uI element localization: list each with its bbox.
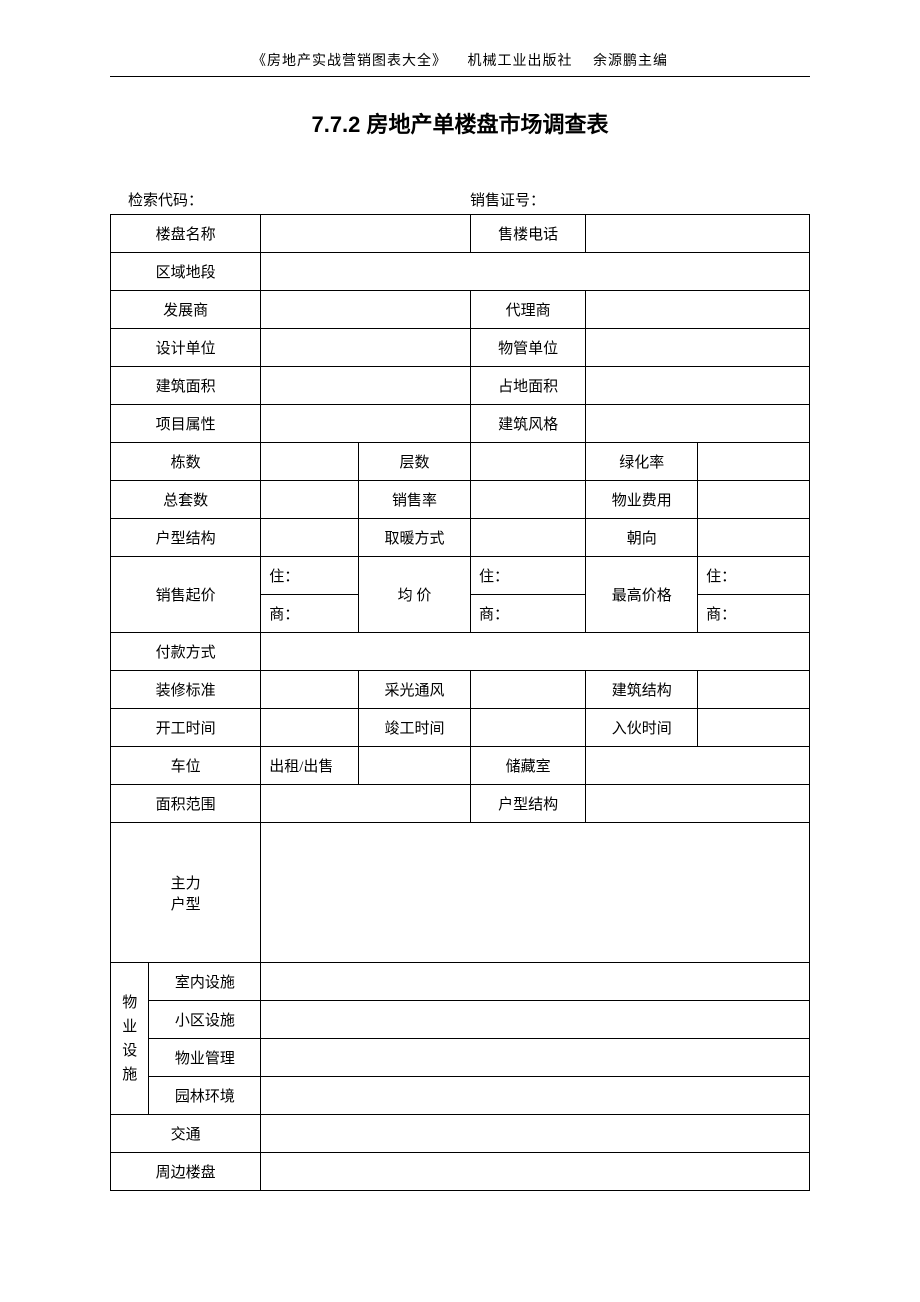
value-building-area <box>261 367 471 405</box>
value-start-price-res: 住： <box>261 557 359 595</box>
value-build-structure <box>698 671 810 709</box>
value-prop-mgmt-unit <box>586 329 810 367</box>
value-community <box>261 1001 810 1039</box>
value-agent <box>586 291 810 329</box>
label-green-ratio: 绿化率 <box>586 443 698 481</box>
publisher: 机械工业出版社 <box>468 54 573 69</box>
book-title: 《房地产实战营销图表大全》 <box>252 54 447 69</box>
value-garden <box>261 1077 810 1115</box>
value-decoration <box>261 671 359 709</box>
value-max-price-res: 住： <box>698 557 810 595</box>
value-unit-structure <box>261 519 359 557</box>
value-avg-price-res: 住： <box>470 557 585 595</box>
label-design-unit: 设计单位 <box>111 329 261 367</box>
label-community: 小区设施 <box>149 1001 261 1039</box>
value-total-units <box>261 481 359 519</box>
label-property-name: 楼盘名称 <box>111 215 261 253</box>
label-project-attr: 项目属性 <box>111 405 261 443</box>
value-start-time <box>261 709 359 747</box>
retrieval-code-label: 检索代码： <box>110 189 460 210</box>
value-property-fee <box>698 481 810 519</box>
label-sales-phone: 售楼电话 <box>470 215 585 253</box>
page-title: 7.7.2 房地产单楼盘市场调查表 <box>110 107 810 139</box>
label-property-fee: 物业费用 <box>586 481 698 519</box>
label-heating: 取暖方式 <box>359 519 471 557</box>
value-buildings <box>261 443 359 481</box>
label-main-unit: 主力 户型 <box>111 823 261 963</box>
label-garden: 园林环境 <box>149 1077 261 1115</box>
value-prop-mgmt <box>261 1039 810 1077</box>
label-agent: 代理商 <box>470 291 585 329</box>
value-lighting <box>470 671 585 709</box>
main-unit-line2: 户型 <box>119 893 252 914</box>
label-avg-price: 均 价 <box>359 557 471 633</box>
value-project-attr <box>261 405 471 443</box>
label-area-section: 区域地段 <box>111 253 261 291</box>
value-design-unit <box>261 329 471 367</box>
value-main-unit <box>261 823 810 963</box>
value-complete-time <box>470 709 585 747</box>
value-developer <box>261 291 471 329</box>
value-sales-phone <box>586 215 810 253</box>
value-sales-rate <box>470 481 585 519</box>
value-orientation <box>698 519 810 557</box>
label-floors: 层数 <box>359 443 471 481</box>
value-max-price-com: 商： <box>698 595 810 633</box>
value-storage <box>586 747 810 785</box>
label-traffic: 交通 <box>111 1115 261 1153</box>
value-movein-time <box>698 709 810 747</box>
value-floors <box>470 443 585 481</box>
label-building-area: 建筑面积 <box>111 367 261 405</box>
value-unit-structure2 <box>586 785 810 823</box>
survey-table: 楼盘名称 售楼电话 区域地段 发展商 代理商 设计单位 物管单位 建筑面积 占地… <box>110 214 810 1191</box>
value-traffic <box>261 1115 810 1153</box>
label-total-units: 总套数 <box>111 481 261 519</box>
label-movein-time: 入伙时间 <box>586 709 698 747</box>
top-labels: 检索代码： 销售证号： <box>110 189 810 210</box>
label-land-area: 占地面积 <box>470 367 585 405</box>
label-area-range: 面积范围 <box>111 785 261 823</box>
value-heating <box>470 519 585 557</box>
label-unit-structure2: 户型结构 <box>470 785 585 823</box>
value-avg-price-com: 商： <box>470 595 585 633</box>
value-payment <box>261 633 810 671</box>
value-area-section <box>261 253 810 291</box>
value-indoor <box>261 963 810 1001</box>
label-facilities: 物业设施 <box>111 963 149 1115</box>
label-nearby: 周边楼盘 <box>111 1153 261 1191</box>
label-indoor: 室内设施 <box>149 963 261 1001</box>
value-area-range <box>261 785 471 823</box>
label-payment: 付款方式 <box>111 633 261 671</box>
value-nearby <box>261 1153 810 1191</box>
label-developer: 发展商 <box>111 291 261 329</box>
value-land-area <box>586 367 810 405</box>
value-green-ratio <box>698 443 810 481</box>
document-header: 《房地产实战营销图表大全》 机械工业出版社 余源鹏主编 <box>110 50 810 77</box>
label-arch-style: 建筑风格 <box>470 405 585 443</box>
label-buildings: 栋数 <box>111 443 261 481</box>
label-orientation: 朝向 <box>586 519 698 557</box>
label-sales-rate: 销售率 <box>359 481 471 519</box>
label-complete-time: 竣工时间 <box>359 709 471 747</box>
label-prop-mgmt-unit: 物管单位 <box>470 329 585 367</box>
editor: 余源鹏主编 <box>593 54 668 69</box>
label-start-price: 销售起价 <box>111 557 261 633</box>
label-start-time: 开工时间 <box>111 709 261 747</box>
label-build-structure: 建筑结构 <box>586 671 698 709</box>
label-storage: 储藏室 <box>470 747 585 785</box>
main-unit-line1: 主力 <box>119 872 252 893</box>
label-unit-structure: 户型结构 <box>111 519 261 557</box>
value-property-name <box>261 215 471 253</box>
value-arch-style <box>586 405 810 443</box>
label-max-price: 最高价格 <box>586 557 698 633</box>
value-parking <box>359 747 471 785</box>
label-lighting: 采光通风 <box>359 671 471 709</box>
label-rent-sale: 出租/出售 <box>261 747 359 785</box>
value-start-price-com: 商： <box>261 595 359 633</box>
label-parking: 车位 <box>111 747 261 785</box>
label-prop-mgmt: 物业管理 <box>149 1039 261 1077</box>
sales-cert-label: 销售证号： <box>460 189 810 210</box>
label-decoration: 装修标准 <box>111 671 261 709</box>
